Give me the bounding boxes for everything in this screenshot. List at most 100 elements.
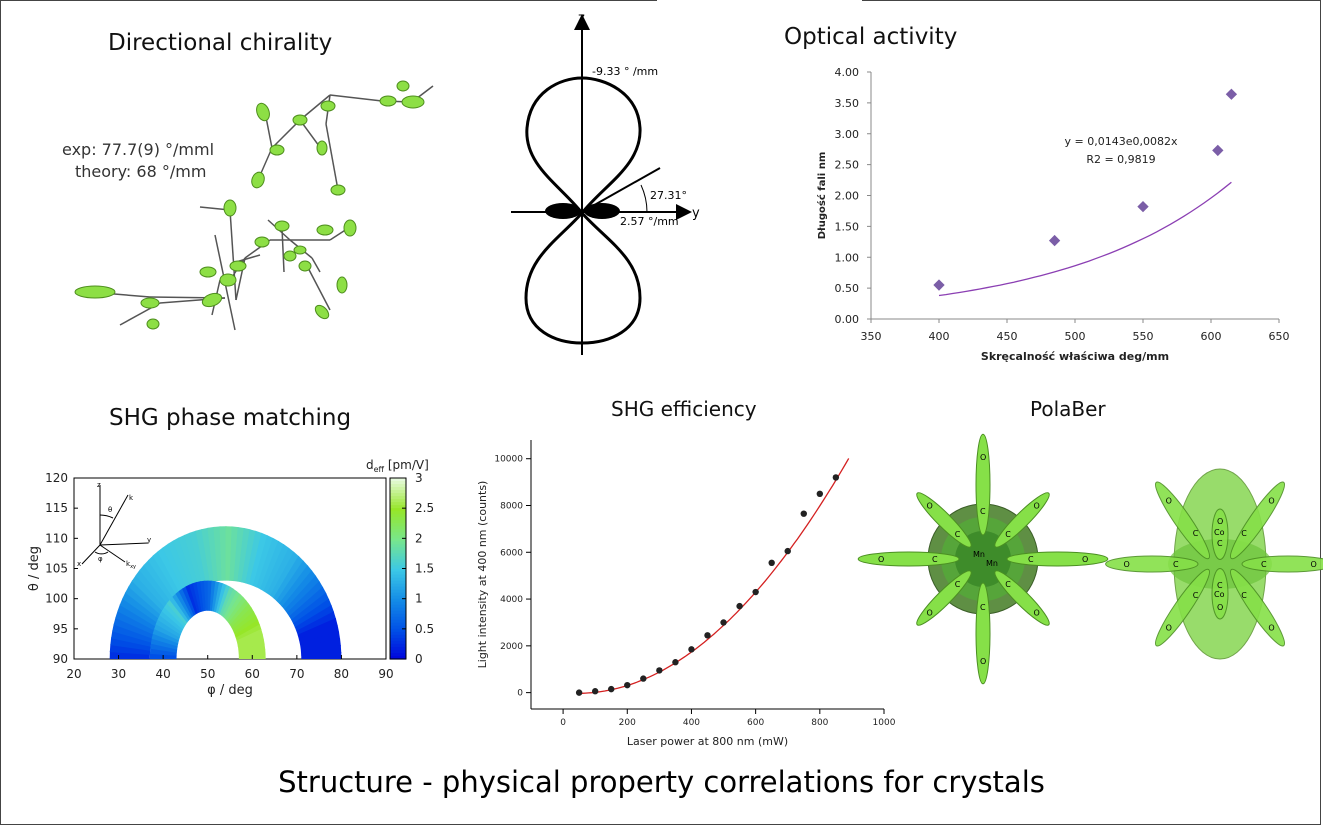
y-tick-label: 1.00: [835, 251, 860, 264]
inner-band-cell: [236, 629, 263, 644]
atom-label: Mn: [973, 550, 985, 559]
ligand-ellipsoid: [994, 492, 1050, 548]
outer-band-cell: [284, 575, 320, 614]
shg-efficiency-title: SHG efficiency: [611, 397, 757, 421]
ligand-ellipsoid: [1241, 555, 1323, 573]
outer-band-cell: [139, 564, 173, 607]
data-point: [768, 559, 775, 567]
colorbar-segment: [390, 511, 406, 515]
colorbar-segment: [390, 505, 406, 509]
atom-label: C: [1005, 530, 1011, 539]
y-axis-label: y: [692, 206, 700, 221]
ligand-ellipsoid: [1154, 481, 1210, 560]
data-point: [1137, 200, 1149, 213]
colorbar-segment: [390, 589, 406, 594]
colorbar-segment: [390, 646, 406, 651]
x-axis-label: Laser power at 800 nm (mW): [627, 735, 788, 748]
theory-value-label: theory: 68 °/mm: [75, 162, 207, 181]
atom-label: O: [1166, 497, 1172, 506]
outer-band-cell: [172, 537, 196, 590]
outer-band-cell: [276, 560, 309, 604]
atom-label: O: [1082, 555, 1088, 564]
inner-band-cell: [235, 624, 262, 641]
outer-band-cell: [245, 530, 263, 585]
data-point: [832, 474, 840, 481]
colorbar-segment: [390, 616, 406, 621]
y-tick-label: 2.00: [835, 190, 860, 203]
outer-band-cell: [157, 547, 185, 596]
colorbar-segment: [390, 493, 406, 497]
colorbar-segment: [390, 622, 406, 627]
data-point: [672, 659, 679, 666]
inner-band-cell: [231, 607, 254, 630]
inner-band-cell: [169, 596, 189, 623]
outer-band-cell: [162, 543, 189, 594]
atom-label: Co: [1214, 528, 1225, 537]
inset-label: φ: [98, 555, 103, 563]
y-tick-label: 2.50: [835, 159, 860, 172]
directional-chirality-title: Directional chirality: [108, 30, 333, 56]
y-tick-label: 105: [45, 562, 68, 576]
colorbar-segment: [390, 637, 406, 642]
outer-band-cell: [128, 580, 165, 617]
atom-label: O: [1217, 517, 1223, 526]
outer-band-cell: [241, 529, 257, 584]
inner-band-cell: [203, 580, 209, 611]
inner-band-cell: [237, 638, 265, 650]
inner-band-cell: [182, 586, 197, 616]
outer-band-cell: [225, 526, 233, 581]
colorbar-segment: [390, 514, 406, 518]
colorbar-segment: [390, 568, 406, 573]
inset-label: y: [147, 536, 151, 544]
inner-band-cell: [213, 582, 224, 613]
colorbar-segment: [390, 520, 406, 524]
y-tick-label: 3.50: [835, 97, 860, 110]
x-tick-label: 1000: [873, 718, 896, 728]
inner-band-cell: [209, 580, 216, 612]
data-point: [800, 510, 807, 517]
colorbar-segment: [390, 529, 406, 533]
x-axis-label: φ / deg: [207, 683, 253, 698]
y-tick-label: 3.00: [835, 128, 860, 141]
colorbar-segment: [390, 487, 406, 491]
outer-band-cell: [279, 565, 313, 607]
outer-band-cell: [233, 527, 245, 582]
x-tick-label: 70: [289, 667, 304, 681]
ligand-ellipsoid: [1230, 481, 1286, 560]
outer-band-cell: [291, 592, 330, 624]
inner-band-cell: [149, 648, 177, 656]
inner-band-cell: [221, 588, 238, 618]
atom-label: Mn: [986, 559, 998, 568]
inner-band-cell: [226, 596, 247, 623]
atom-label: O: [1034, 609, 1040, 618]
ligand-ellipsoid: [916, 570, 972, 626]
colorbar-segment: [390, 628, 406, 633]
outer-band-cell: [112, 623, 153, 643]
outer-band-cell: [300, 638, 341, 652]
colorbar-segment: [390, 523, 406, 527]
y-axis-label: Light intensity at 400 nm (counts): [476, 481, 489, 669]
ligand-ellipsoid: [916, 492, 972, 548]
atom-label: O: [1034, 501, 1040, 510]
inner-band-cell: [211, 581, 220, 612]
colorbar-segment: [390, 610, 406, 615]
x-tick-label: 200: [619, 718, 636, 728]
inner-band-cell: [196, 581, 204, 612]
x-tick-label: 50: [200, 667, 215, 681]
data-point: [933, 279, 945, 291]
y-axis-label: θ / deg: [27, 546, 42, 591]
inner-band-cell: [219, 586, 234, 616]
data-point: [624, 681, 631, 689]
z-axis-label: z: [578, 11, 585, 26]
co-ellipsoid-waist: [1168, 539, 1272, 589]
ligand-ellipsoid: [1211, 508, 1229, 560]
inner-band-cell: [232, 611, 257, 633]
data-point: [1212, 144, 1224, 157]
inset-label: k: [129, 494, 134, 502]
atom-label: O: [1268, 623, 1274, 632]
outer-band-cell: [117, 604, 157, 631]
colorbar-segment: [390, 634, 406, 639]
colorbar-segment: [390, 532, 406, 536]
inner-band-cell: [152, 628, 179, 644]
